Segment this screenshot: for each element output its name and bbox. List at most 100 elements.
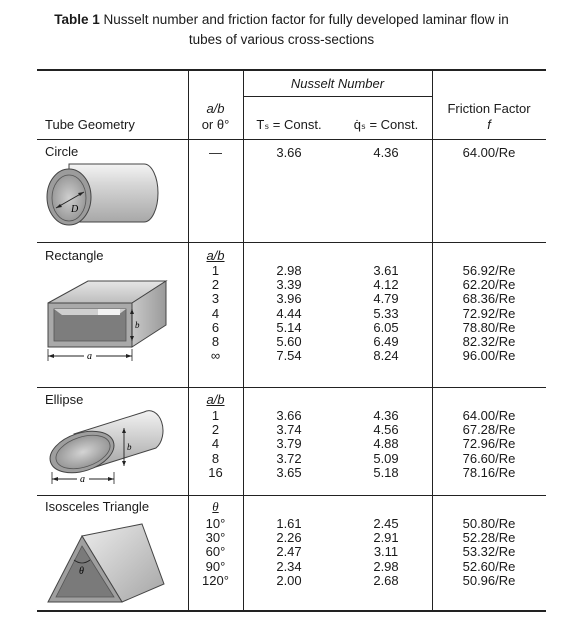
qs-value: 4.12	[373, 277, 399, 293]
ts-value: 5.14	[276, 319, 302, 335]
ts-value: 4.44	[276, 305, 302, 321]
table-caption: Table 1 Nusselt number and friction fact…	[0, 10, 563, 50]
row-name-rectangle: Rectangle	[45, 248, 104, 263]
friction-value: 53.32/Re	[462, 544, 516, 560]
row-name-ellipse: Ellipse	[45, 392, 84, 407]
friction-value: 50.80/Re	[462, 516, 516, 531]
friction-value: 78.16/Re	[462, 464, 516, 480]
friction-value: 72.92/Re	[462, 305, 516, 321]
triangle-ratios: 10° 30° 60° 90° 120°	[188, 516, 243, 588]
caption-line2: tubes of various cross-sections	[188, 32, 375, 47]
triangle-qs: 2.45 2.91 3.11 2.98 2.68	[340, 516, 432, 588]
ratio-value: 2	[211, 422, 220, 438]
ratio-value: 10°	[205, 516, 226, 531]
ts-value: 2.00	[276, 572, 302, 588]
ts-value: 5.60	[276, 333, 302, 349]
qs-value: 2.91	[373, 530, 399, 546]
ratio-value: 30°	[205, 530, 226, 546]
qs-value: 5.18	[373, 464, 399, 480]
triangle-duct-diagram: θ	[47, 523, 165, 603]
ts-value: 2.47	[276, 544, 302, 560]
ts-value: 3.39	[276, 277, 302, 293]
qs-value: 2.68	[373, 572, 399, 588]
triangle-theta-label: θ	[79, 566, 84, 577]
circle-friction: 64.00/Re	[462, 145, 516, 160]
ratio-value: 4	[211, 305, 220, 321]
ts-value: 1.61	[276, 516, 302, 531]
ellipse-ratios: 1 2 4 8 16	[188, 408, 243, 480]
friction-value: 52.28/Re	[462, 530, 516, 546]
header-rule	[37, 139, 546, 140]
ellipse-qs: 4.36 4.56 4.88 5.09 5.18	[340, 408, 432, 480]
triangle-ts: 1.61 2.26 2.47 2.34 2.00	[243, 516, 335, 588]
ratio-value: ∞	[210, 348, 221, 364]
friction-value: 50.96/Re	[462, 572, 516, 588]
triangle-friction: 50.80/Re 52.28/Re 53.32/Re 52.60/Re 50.9…	[432, 516, 546, 588]
ratio-value: 4	[211, 436, 220, 452]
rectangle-ts: 2.98 3.39 3.96 4.44 5.14 5.60 7.54	[243, 263, 335, 364]
ts-value: 2.34	[276, 558, 302, 574]
ellipse-ratio-header: a/b	[206, 392, 225, 407]
circle-ratio: —	[209, 145, 222, 160]
ratio-value: 8	[211, 450, 220, 466]
qs-value: 3.11	[373, 544, 399, 560]
ellipse-ts: 3.66 3.74 3.79 3.72 3.65	[243, 408, 335, 480]
geometry-header: Tube Geometry	[45, 117, 135, 132]
ratio-header-line1: a/b	[206, 101, 225, 116]
qs-value: 4.56	[373, 422, 399, 438]
friction-value: 72.96/Re	[462, 436, 516, 452]
rectangle-duct-diagram: b a	[47, 280, 168, 362]
qs-const-header: q̇ₛ = Const.	[353, 117, 419, 132]
rectangle-rule	[37, 387, 546, 388]
ratio-value: 6	[211, 319, 220, 335]
ts-value: 7.54	[276, 348, 302, 364]
ellipse-a-label: a	[80, 474, 85, 485]
ratio-value: 60°	[205, 544, 226, 560]
qs-value: 8.24	[373, 348, 399, 364]
ts-value: 2.98	[276, 263, 302, 278]
top-rule	[37, 69, 546, 71]
ellipse-tube-diagram: b a	[49, 410, 164, 485]
rectangle-qs: 3.61 4.12 4.79 5.33 6.05 6.49 8.24	[340, 263, 432, 364]
col-rule-1	[188, 69, 189, 610]
qs-value: 4.36	[373, 408, 399, 423]
qs-value: 2.98	[373, 558, 399, 574]
friction-value: 78.80/Re	[462, 319, 516, 335]
ts-value: 2.26	[276, 530, 302, 546]
rectangle-friction: 56.92/Re 62.20/Re 68.36/Re 72.92/Re 78.8…	[432, 263, 546, 363]
qs-value: 6.05	[373, 319, 399, 335]
qs-value: 2.45	[373, 516, 399, 531]
circle-tube-diagram: D	[46, 163, 159, 226]
rectangle-ratio-header: a/b	[206, 248, 225, 263]
ratio-value: 2	[211, 277, 220, 293]
qs-value: 5.09	[373, 450, 399, 466]
caption-label: Table 1	[54, 12, 100, 27]
row-name-triangle: Isosceles Triangle	[45, 499, 150, 514]
friction-value: 67.28/Re	[462, 422, 516, 438]
friction-value: 68.36/Re	[462, 291, 516, 307]
ts-value: 3.96	[276, 291, 302, 307]
rectangle-ratios: 1 2 3 4 6 8 ∞	[188, 263, 243, 364]
col-rule-3	[432, 69, 433, 610]
ts-value: 3.72	[276, 450, 302, 466]
rectangle-b-label: b	[135, 320, 140, 330]
ratio-value: 120°	[202, 572, 229, 588]
bottom-rule	[37, 610, 546, 612]
col-rule-2	[243, 69, 244, 610]
nusselt-group-header: Nusselt Number	[290, 76, 385, 91]
friction-value: 82.32/Re	[462, 333, 516, 349]
circle-ts: 3.66	[276, 145, 302, 160]
friction-value: 52.60/Re	[462, 558, 516, 574]
ts-value: 3.79	[276, 436, 302, 452]
ts-value: 3.65	[276, 464, 302, 480]
friction-header-line1: Friction Factor	[447, 101, 531, 116]
ratio-value: 90°	[205, 558, 226, 574]
ts-const-header: Tₛ = Const.	[256, 117, 322, 132]
qs-value: 4.88	[373, 436, 399, 452]
ts-value: 3.66	[276, 408, 302, 423]
ratio-value: 1	[211, 263, 220, 278]
qs-value: 4.79	[373, 291, 399, 307]
ellipse-friction: 64.00/Re 67.28/Re 72.96/Re 76.60/Re 78.1…	[432, 408, 546, 480]
ratio-value: 8	[211, 333, 220, 349]
ratio-value: 16	[208, 464, 223, 480]
